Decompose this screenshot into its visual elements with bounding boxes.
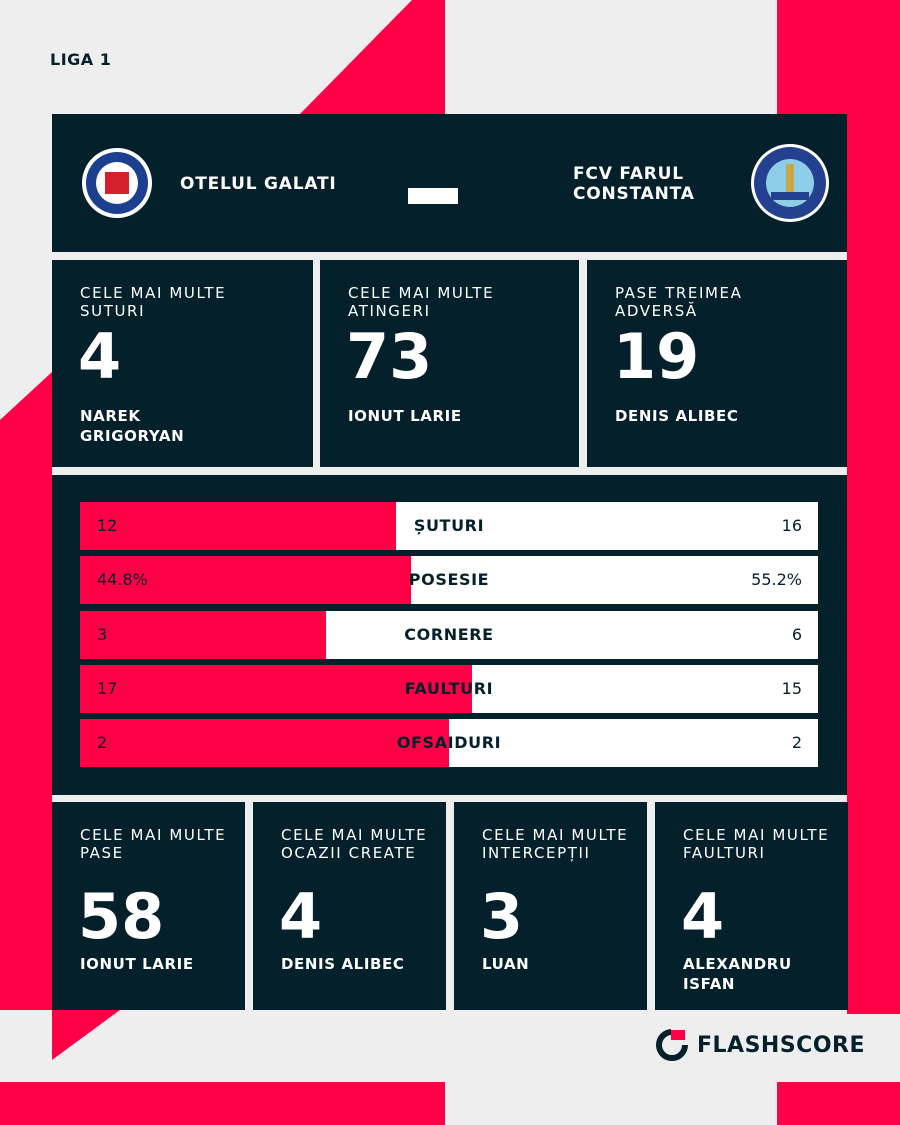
away-value: 2 [791, 733, 802, 753]
stat-value: 3 [480, 880, 524, 953]
stat-row: 44.8% POSESIE 55.2% [80, 556, 818, 605]
away-team: FCV FARUL CONSTANTA [573, 164, 695, 204]
stat-player: ALEXANDRU ISFAN [683, 955, 792, 993]
score-separator [408, 188, 458, 204]
stat-name: POSESIE [408, 570, 490, 590]
home-bar [80, 556, 411, 605]
stat-player: DENIS ALIBEC [281, 955, 405, 973]
brand: FLASHSCORE [697, 1033, 865, 1058]
brand-logo [656, 1029, 688, 1061]
away-value: 15 [781, 678, 802, 698]
stat-row: 12 ȘUTURI 16 [80, 502, 818, 550]
stat-card: CELE MAI MULTE OCAZII CREATE 4 DENIS ALIBE… [253, 802, 446, 1010]
away-logo [751, 144, 829, 222]
stat-value: 19 [613, 320, 700, 393]
stat-value: 4 [78, 320, 122, 393]
stat-card: CELE MAI MULTE ATINGERI 73 IONUT LARIE [320, 260, 579, 467]
away-value: 55.2% [751, 570, 802, 590]
stat-label: CELE MAI MULTE PASE [80, 826, 227, 862]
stat-name: ȘUTURI [413, 516, 485, 535]
home-logo [82, 148, 152, 218]
stat-player: NAREK GRIGORYAN [80, 407, 185, 445]
stat-value: 4 [279, 880, 323, 953]
stat-row: 17 FAULTURI 15 [80, 664, 818, 713]
home-bar [80, 502, 397, 550]
home-team: OTELUL GALATI [180, 174, 337, 194]
stat-value: 58 [78, 880, 165, 953]
stat-label: CELE MAI MULTE INTERCEPȚII [482, 826, 629, 862]
stat-player: IONUT LARIE [348, 407, 462, 425]
home-bar [80, 610, 326, 659]
stat-value: 4 [681, 880, 725, 953]
stat-label: CELE MAI MULTE ATINGERI [348, 284, 495, 320]
stat-card: CELE MAI MULTE INTERCEPȚII 3 LUAN [454, 802, 647, 1010]
stat-card: PASE TREIMEA ADVERSĂ 19 DENIS ALIBEC [587, 260, 847, 467]
stat-row: 2 OFSAIDURI 2 [80, 719, 818, 768]
stat-card: CELE MAI MULTE PASE 58 IONUT LARIE [52, 802, 245, 1010]
team-stats: 12 ȘUTURI 16 44.8% POSESIE 55.2% 3 CORNERE 6 17 FA… [52, 475, 847, 795]
scoreboard: OTELUL GALATI 3 2 FCV FARUL CONSTANTA [52, 114, 847, 364]
stat-name: CORNERE [404, 624, 494, 644]
stat-card: CELE MAI MULTE FAULTURI 4 ALEXANDRU ISFAN [655, 802, 848, 1010]
league: LIGA 1 [50, 50, 112, 69]
stat-value: 73 [346, 320, 433, 393]
stat-label: CELE MAI MULTE FAULTURI [683, 826, 830, 862]
away-value: 16 [781, 516, 802, 535]
stat-card: CELE MAI MULTE SUTURI 4 NAREK GRIGORYAN [52, 260, 313, 467]
home-value: 12 [97, 516, 118, 535]
home-value: 3 [97, 624, 108, 644]
stat-row: 3 CORNERE 6 [80, 610, 818, 659]
away-value: 6 [791, 624, 802, 644]
stat-player: LUAN [482, 955, 530, 973]
home-bar [80, 664, 473, 713]
home-value: 2 [97, 733, 108, 753]
stat-label: PASE TREIMEA ADVERSĂ [615, 284, 743, 320]
stat-player: DENIS ALIBEC [615, 407, 739, 425]
stat-name: FAULTURI [404, 678, 494, 698]
stat-label: CELE MAI MULTE SUTURI [80, 284, 227, 320]
stat-label: CELE MAI MULTE OCAZII CREATE [281, 826, 428, 862]
stat-player: IONUT LARIE [80, 955, 194, 973]
home-value: 44.8% [97, 570, 148, 590]
stat-name: OFSAIDURI [396, 733, 502, 753]
home-value: 17 [97, 678, 118, 698]
home-bar [80, 719, 449, 768]
